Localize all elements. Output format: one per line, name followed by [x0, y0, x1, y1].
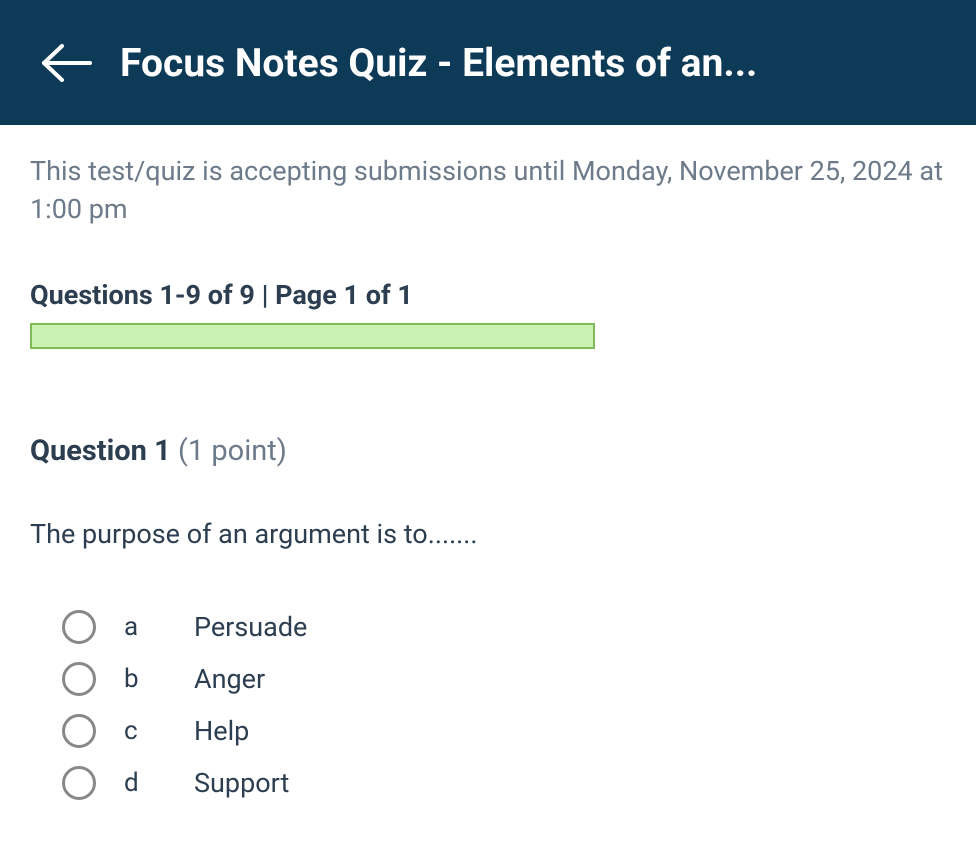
page-header: Focus Notes Quiz - Elements of an...: [0, 0, 976, 125]
options-list: a Persuade b Anger c Help d Support: [30, 610, 946, 800]
option-row[interactable]: a Persuade: [62, 610, 946, 644]
option-row[interactable]: c Help: [62, 714, 946, 748]
option-letter: a: [124, 612, 194, 642]
question-text: The purpose of an argument is to.......: [30, 518, 946, 550]
content-area: This test/quiz is accepting submissions …: [0, 125, 976, 846]
deadline-text: This test/quiz is accepting submissions …: [30, 153, 946, 229]
page-title: Focus Notes Quiz - Elements of an...: [120, 40, 757, 86]
option-text: Help: [194, 715, 249, 747]
option-row[interactable]: b Anger: [62, 662, 946, 696]
question-points: (1 point): [178, 434, 287, 468]
progress-bar: [30, 323, 595, 349]
radio-icon[interactable]: [62, 766, 96, 800]
option-row[interactable]: d Support: [62, 766, 946, 800]
option-text: Anger: [194, 663, 265, 695]
option-letter: c: [124, 716, 194, 746]
option-text: Support: [194, 767, 289, 799]
radio-icon[interactable]: [62, 714, 96, 748]
radio-icon[interactable]: [62, 662, 96, 696]
question-number: Question 1: [30, 434, 171, 468]
option-letter: d: [124, 768, 194, 798]
option-text: Persuade: [194, 611, 307, 643]
question-header: Question 1 (1 point): [30, 434, 946, 468]
pagination-info: Questions 1-9 of 9 | Page 1 of 1: [30, 279, 946, 311]
option-letter: b: [124, 664, 194, 694]
radio-icon[interactable]: [62, 610, 96, 644]
back-arrow-icon[interactable]: [40, 42, 92, 84]
